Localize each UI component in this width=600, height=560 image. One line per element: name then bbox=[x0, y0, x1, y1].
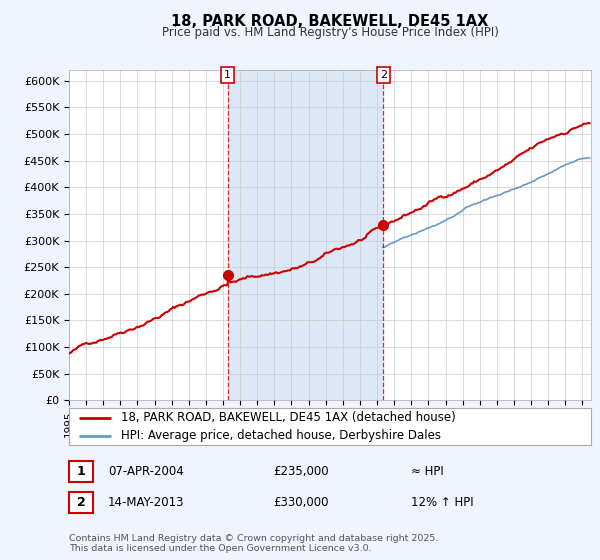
Text: 07-APR-2004: 07-APR-2004 bbox=[108, 465, 184, 478]
Bar bbox=[227, 70, 383, 400]
Text: Contains HM Land Registry data © Crown copyright and database right 2025.
This d: Contains HM Land Registry data © Crown c… bbox=[69, 534, 439, 553]
Text: HPI: Average price, detached house, Derbyshire Dales: HPI: Average price, detached house, Derb… bbox=[121, 430, 441, 442]
Text: 1: 1 bbox=[77, 465, 85, 478]
Text: 2: 2 bbox=[77, 496, 85, 509]
Text: 2: 2 bbox=[380, 70, 387, 80]
Text: 14-MAY-2013: 14-MAY-2013 bbox=[108, 496, 185, 509]
Text: 18, PARK ROAD, BAKEWELL, DE45 1AX: 18, PARK ROAD, BAKEWELL, DE45 1AX bbox=[172, 14, 488, 29]
Text: 12% ↑ HPI: 12% ↑ HPI bbox=[411, 496, 473, 509]
Text: £330,000: £330,000 bbox=[273, 496, 329, 509]
Text: 18, PARK ROAD, BAKEWELL, DE45 1AX (detached house): 18, PARK ROAD, BAKEWELL, DE45 1AX (detac… bbox=[121, 411, 456, 424]
Text: ≈ HPI: ≈ HPI bbox=[411, 465, 444, 478]
Text: Price paid vs. HM Land Registry's House Price Index (HPI): Price paid vs. HM Land Registry's House … bbox=[161, 26, 499, 39]
Text: £235,000: £235,000 bbox=[273, 465, 329, 478]
Text: 1: 1 bbox=[224, 70, 231, 80]
